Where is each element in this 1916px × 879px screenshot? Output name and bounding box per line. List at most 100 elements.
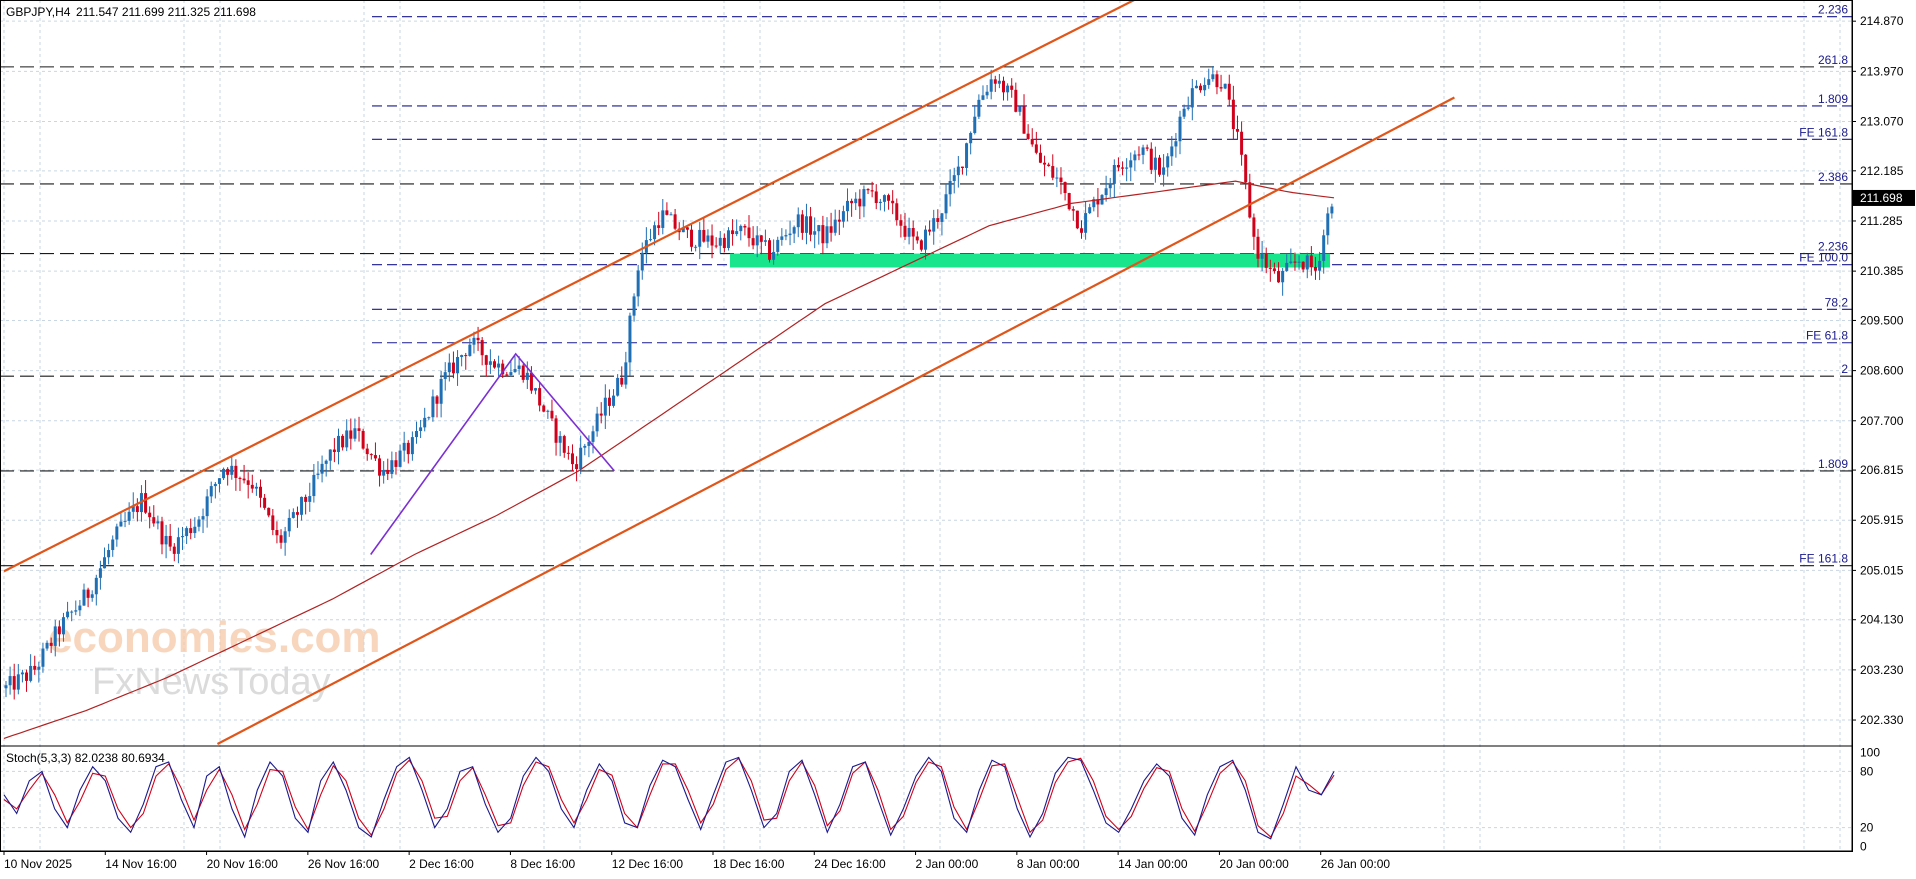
candle-body bbox=[1038, 152, 1042, 163]
candle-body bbox=[739, 225, 743, 232]
level-label: 1.809 bbox=[1818, 92, 1848, 106]
candle-body bbox=[390, 460, 394, 474]
candle-body bbox=[607, 397, 611, 406]
candle-body bbox=[78, 605, 82, 611]
candle-body bbox=[513, 369, 517, 373]
ma-line bbox=[3, 180, 1335, 739]
candle-body bbox=[591, 431, 595, 442]
candle-body bbox=[1145, 147, 1149, 149]
candle-body bbox=[891, 200, 895, 204]
candle-body bbox=[12, 676, 16, 690]
candle-body bbox=[1268, 267, 1272, 269]
candle-body bbox=[382, 469, 386, 476]
stoch-tick-label: 80 bbox=[1860, 764, 1874, 778]
candle-body bbox=[472, 337, 476, 345]
frame-rect bbox=[0, 0, 1853, 852]
candle-body bbox=[956, 166, 960, 176]
candle-body bbox=[1227, 83, 1231, 100]
level-label: 2.236 bbox=[1818, 240, 1848, 254]
candle-body bbox=[357, 428, 361, 431]
candle-body bbox=[480, 340, 484, 356]
candle-body bbox=[878, 201, 882, 204]
candle-body bbox=[981, 95, 985, 100]
candle-body bbox=[16, 674, 20, 690]
candle-body bbox=[497, 363, 501, 368]
candle-body bbox=[394, 460, 398, 467]
candle-body bbox=[887, 195, 891, 201]
candle-body bbox=[829, 226, 833, 233]
candle-body bbox=[1260, 254, 1264, 259]
candle-body bbox=[37, 666, 41, 670]
time-tick-label: 2 Jan 00:00 bbox=[916, 857, 979, 871]
candle-body bbox=[406, 442, 410, 455]
candle-body bbox=[1018, 106, 1022, 112]
candle-body bbox=[1149, 148, 1153, 170]
candle-body bbox=[45, 642, 49, 649]
candle-body bbox=[874, 191, 878, 204]
price-tick-label: 213.970 bbox=[1860, 64, 1904, 78]
candle-body bbox=[550, 410, 554, 419]
candle-body bbox=[1157, 157, 1161, 175]
candle-body bbox=[1244, 154, 1248, 183]
candle-body bbox=[476, 337, 480, 341]
candle-body bbox=[973, 116, 977, 133]
candle-body bbox=[1199, 85, 1203, 91]
candle-body bbox=[1075, 210, 1079, 229]
candle-body bbox=[841, 211, 845, 222]
candle-body bbox=[837, 219, 841, 222]
candle-body bbox=[1002, 80, 1005, 93]
candle-body bbox=[702, 229, 706, 242]
candle-body bbox=[681, 227, 685, 233]
zigzag-line bbox=[370, 352, 615, 555]
candle-body bbox=[538, 388, 542, 406]
candle-body bbox=[940, 213, 944, 222]
candle-body bbox=[763, 240, 767, 242]
candle-body bbox=[148, 512, 152, 518]
price-tick-label: 210.385 bbox=[1860, 264, 1904, 278]
candle-body bbox=[1116, 165, 1120, 168]
candle-body bbox=[1051, 166, 1055, 178]
candle-body bbox=[784, 235, 788, 237]
candle-body bbox=[1318, 260, 1322, 271]
candle-body bbox=[1203, 84, 1207, 91]
watermark-line2: FxNewsToday bbox=[92, 661, 331, 703]
candle-body bbox=[1133, 154, 1137, 161]
candle-body bbox=[300, 496, 304, 515]
candle-body bbox=[1178, 116, 1182, 142]
candle-body bbox=[1162, 167, 1166, 175]
candle-body bbox=[1309, 255, 1313, 267]
zigzag-pattern bbox=[370, 352, 615, 555]
candle-body bbox=[1231, 99, 1235, 130]
candle-body bbox=[127, 511, 131, 521]
candle-body bbox=[4, 685, 8, 689]
candle-body bbox=[1289, 261, 1293, 263]
level-label: 2.386 bbox=[1818, 170, 1848, 184]
price-channel bbox=[3, 0, 1455, 745]
candle-body bbox=[936, 218, 940, 222]
candle-body bbox=[1043, 162, 1047, 165]
candle-body bbox=[345, 430, 349, 448]
candle-body bbox=[525, 372, 529, 380]
candle-body bbox=[172, 546, 176, 554]
chart-frame bbox=[0, 0, 1853, 852]
candle-body bbox=[1137, 154, 1141, 156]
candle-body bbox=[304, 496, 308, 502]
candle-body bbox=[324, 460, 328, 464]
candle-body bbox=[189, 528, 193, 534]
candle-body bbox=[131, 506, 135, 512]
candle-body bbox=[776, 239, 780, 252]
candle-body bbox=[648, 239, 652, 241]
candle-body bbox=[919, 240, 923, 250]
candle-body bbox=[287, 517, 291, 532]
candle-body bbox=[911, 228, 915, 237]
price-tick-label: 204.130 bbox=[1860, 613, 1904, 627]
candle-body bbox=[74, 610, 78, 612]
candle-body bbox=[554, 418, 558, 443]
candle-body bbox=[1215, 74, 1219, 88]
candle-body bbox=[1006, 85, 1010, 93]
candle-body bbox=[915, 236, 919, 241]
candle-body bbox=[632, 296, 636, 316]
candle-body bbox=[928, 229, 932, 232]
